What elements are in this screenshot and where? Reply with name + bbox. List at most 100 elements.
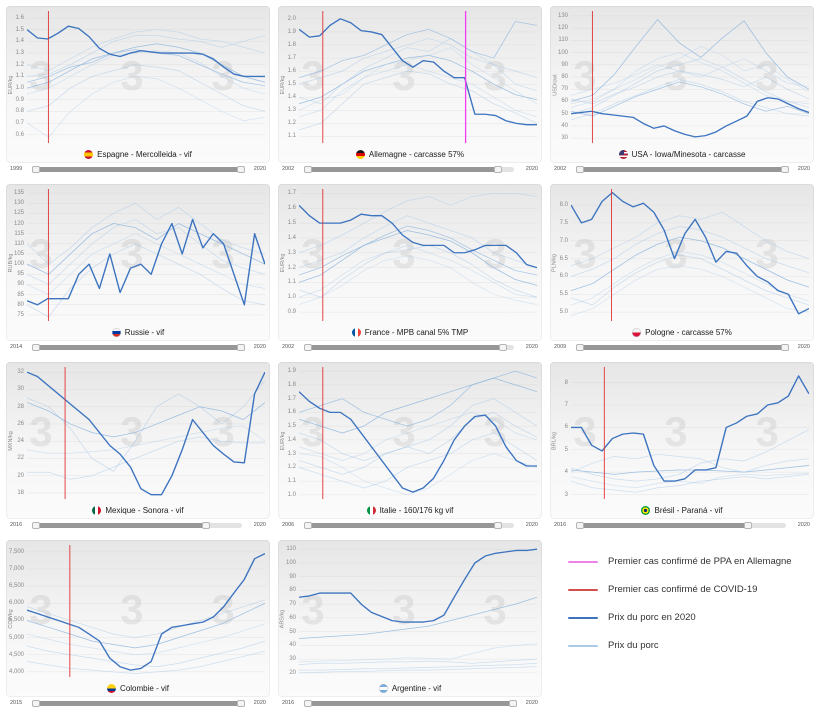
plot-lines (299, 11, 537, 143)
range-slider[interactable]: 2002 2020 (278, 164, 542, 176)
slider-handle-left[interactable] (32, 700, 40, 707)
y-axis-tick-label: 110 (14, 240, 24, 247)
range-slider[interactable]: 2006 2020 (278, 520, 542, 532)
y-axis-tick-label: 135 (13, 190, 24, 197)
slider-track[interactable] (304, 700, 517, 707)
legend-label: Prix du porc (608, 640, 659, 651)
y-axis-tick-label: 120 (557, 25, 568, 32)
slider-track[interactable] (32, 522, 242, 529)
plot-area (27, 367, 265, 499)
y-axis-tick-label: 1.0 (287, 491, 296, 498)
y-axis-tick-label: 6 (564, 424, 568, 431)
range-slider[interactable]: 2016 2020 (6, 520, 270, 532)
plot-area (299, 367, 537, 499)
slider-track[interactable] (576, 344, 789, 351)
slider-handle-left[interactable] (576, 522, 584, 529)
slider-track[interactable] (304, 166, 514, 173)
range-slider[interactable]: 2015 2020 (6, 698, 270, 710)
price-line-history (27, 223, 265, 275)
slider-handle-right[interactable] (494, 522, 503, 529)
y-axis: 130 120 110 100 90 80 70 60 50 40 30 (550, 11, 570, 143)
chart-cell: 3 3 3 8 7 6 5 4 3 BRL/kg Brésil - Paraná - vif 20… (550, 362, 814, 532)
year-end-label: 2020 (253, 700, 266, 706)
slider-handle-right[interactable] (237, 166, 245, 173)
slider-handle-left[interactable] (576, 166, 584, 173)
slider-track[interactable] (32, 344, 245, 351)
slider-track[interactable] (304, 522, 514, 529)
slider-track[interactable] (304, 344, 514, 351)
price-line-history (571, 58, 809, 96)
price-line-history (571, 226, 809, 277)
legend-label: Prix du porc en 2020 (608, 612, 696, 623)
plot-lines (299, 189, 537, 321)
slider-handle-right[interactable] (509, 700, 517, 707)
y-axis-tick-label: 1.6 (15, 15, 24, 21)
slider-handle-right[interactable] (743, 522, 752, 529)
y-axis: 32 30 28 26 24 22 20 18 (6, 367, 26, 499)
chart-panel: 3 3 3 1.9 1.8 1.7 1.6 1.5 1.4 1.3 1.2 1.1 1.0 EUR/k… (278, 362, 542, 519)
year-start-label: 2016 (282, 700, 295, 706)
y-axis-unit-label: ARS/kg (279, 609, 286, 628)
plot-lines (299, 548, 537, 674)
price-line-history (299, 64, 537, 118)
slider-handle-left[interactable] (304, 522, 312, 529)
slider-track[interactable] (32, 700, 245, 707)
slider-handle-right[interactable] (498, 344, 507, 351)
slider-handle-right[interactable] (201, 522, 210, 529)
range-slider[interactable]: 2014 2020 (6, 342, 270, 354)
year-start-label: 2002 (282, 166, 295, 172)
y-axis: 1.7 1.6 1.5 1.4 1.3 1.2 1.1 1.0 0.9 (278, 189, 298, 321)
year-end-label: 2020 (525, 522, 538, 528)
price-line-history (299, 596, 537, 639)
y-axis-tick-label: 6,500 (8, 583, 24, 590)
slider-handle-right[interactable] (237, 700, 245, 707)
y-axis-tick-label: 1.6 (287, 409, 296, 416)
chart-title-label: Argentine - vif (391, 684, 442, 693)
price-line-history (27, 599, 265, 638)
slider-handle-right[interactable] (494, 166, 503, 173)
y-axis-tick-label: 90 (17, 281, 24, 288)
range-slider[interactable]: 2016 2020 (278, 698, 542, 710)
slider-handle-left[interactable] (576, 344, 584, 351)
slider-handle-left[interactable] (32, 166, 40, 173)
price-line-history (299, 411, 537, 461)
range-slider[interactable]: 2009 2020 (550, 342, 814, 354)
price-line-history (27, 380, 265, 472)
range-slider[interactable]: 1999 2020 (6, 164, 270, 176)
year-end-label: 2020 (253, 166, 266, 172)
slider-handle-left[interactable] (304, 700, 312, 707)
range-slider[interactable]: 2002 2020 (550, 164, 814, 176)
slider-handle-right[interactable] (781, 166, 789, 173)
price-line-history (299, 38, 537, 85)
y-axis-unit-label: RUB/kg (7, 253, 14, 272)
plot-lines (27, 11, 265, 143)
slider-handle-right[interactable] (781, 344, 789, 351)
chart-cell: 3 3 3 130 120 110 100 90 80 70 60 50 40 30 USD/cwt US… (550, 6, 814, 176)
slider-track[interactable] (32, 166, 245, 173)
slider-track[interactable] (576, 522, 786, 529)
slider-track[interactable] (576, 166, 789, 173)
range-slider[interactable]: 2016 2020 (550, 520, 814, 532)
y-axis: 1.9 1.8 1.7 1.6 1.5 1.4 1.3 1.2 1.1 1.0 (278, 367, 298, 499)
price-line-history (299, 70, 537, 131)
chart-panel: 3 3 3 110 100 90 80 70 60 50 40 30 20 ARS/kg Argenti… (278, 540, 542, 697)
plot-lines (27, 189, 265, 321)
price-line-history (299, 21, 537, 79)
price-line-2020 (299, 18, 537, 126)
y-axis-tick-label: 1.4 (15, 38, 24, 45)
y-axis-tick-label: 6,000 (8, 600, 24, 607)
y-axis-tick-label: 1.5 (287, 423, 296, 430)
slider-handle-right[interactable] (237, 344, 245, 351)
chart-title: Pologne - carcasse 57% (550, 328, 814, 337)
chart-cell: 3 3 3 2.0 1.9 1.8 1.7 1.6 1.5 1.4 1.3 1.2 1.1 EUR/k… (278, 6, 542, 176)
y-axis-tick-label: 3 (564, 491, 568, 498)
slider-handle-left[interactable] (32, 522, 40, 529)
chart-cell: 3 3 3 1.7 1.6 1.5 1.4 1.3 1.2 1.1 1.0 0.9 EUR/kg Fr… (278, 184, 542, 354)
slider-handle-left[interactable] (32, 344, 40, 351)
price-line-history (571, 472, 809, 489)
slider-handle-left[interactable] (304, 344, 312, 351)
range-slider[interactable]: 2002 2020 (278, 342, 542, 354)
slider-handle-left[interactable] (304, 166, 312, 173)
y-axis-tick-label: 90 (289, 573, 296, 580)
y-axis-tick-label: 100 (13, 261, 24, 268)
